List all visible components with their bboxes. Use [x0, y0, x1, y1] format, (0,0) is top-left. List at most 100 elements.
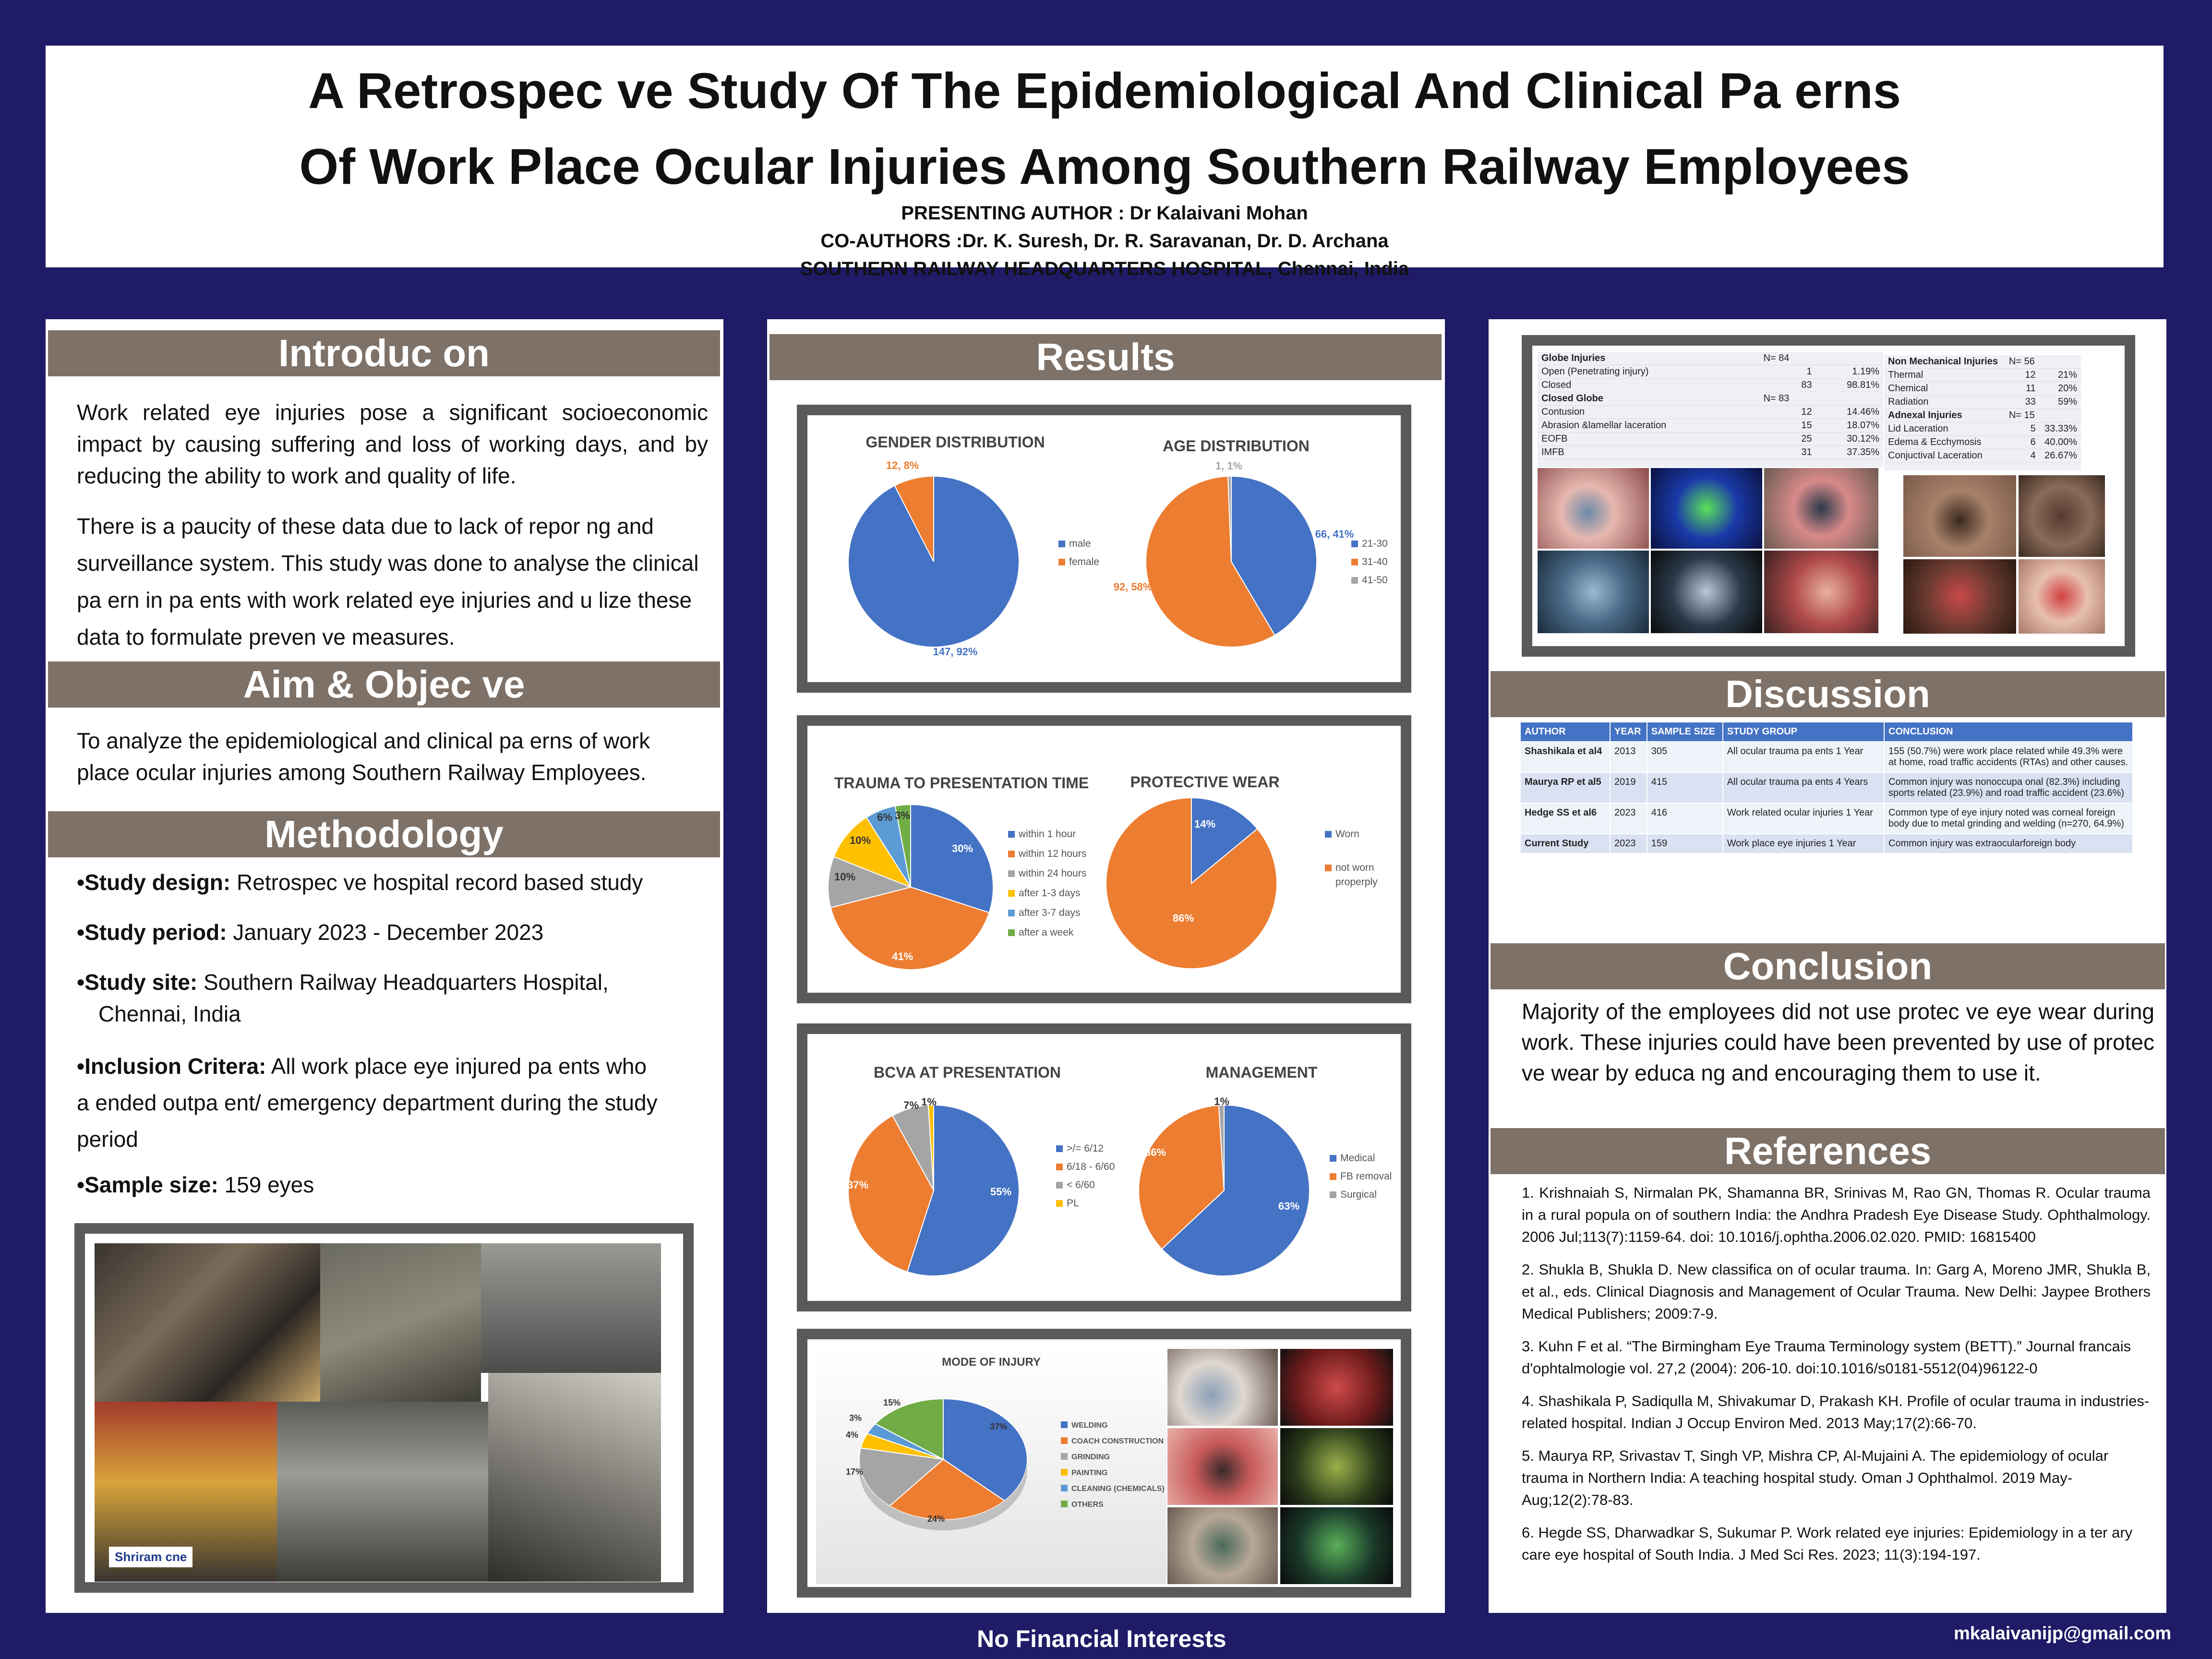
injury-table-row: Contusion 12 14.46% [1538, 405, 1883, 419]
injury-photo-7 [1903, 475, 2016, 557]
legend-label: 31-40 [1362, 556, 1388, 567]
legend-swatch [1330, 1173, 1336, 1180]
discussion-col-header: CONCLUSION [1884, 721, 2133, 742]
injury-table-cell: 30.12% [1815, 432, 1883, 446]
chart-title: MODE OF INJURY [942, 1356, 1041, 1369]
injury-table-cell [2039, 409, 2081, 422]
injury-table-row: Adnexal Injuries N= 15 [1884, 409, 2081, 422]
pie-data-label: 14% [1194, 818, 1215, 830]
pie-slice [894, 804, 911, 888]
pie-data-label: 86% [1173, 912, 1194, 924]
pie-slice [830, 886, 990, 971]
injury-table-row: Edema & Ecchymosis 6 40.00% [1884, 435, 2081, 449]
injury-table-row: Globe Injuries N= 84 [1538, 352, 1883, 365]
pie-slice [848, 1115, 935, 1273]
eye-photo-5 [1167, 1507, 1278, 1584]
legend-label: >/= 6/12 [1067, 1143, 1104, 1154]
legend-label: PL [1067, 1198, 1079, 1209]
injury-table-cell: Adnexal Injuries [1884, 409, 2005, 422]
intro-paragraph-1: Work related eye injuries pose a signifi… [77, 400, 708, 488]
legend-label: FB removal [1340, 1171, 1392, 1182]
injury-table-cell: 6 [2005, 435, 2040, 449]
pie-slice [910, 804, 994, 914]
injury-table-cell: N= 84 [1759, 352, 1816, 365]
injury-table-cell: Globe Injuries [1538, 352, 1760, 365]
method-item-inclusion: •Inclusion Critera: All work place eye i… [77, 1054, 658, 1152]
aim-heading: Aim & Objec ve [48, 661, 720, 708]
table-row: Hedge SS et al6 2023 416 Work related ocula… [1520, 803, 2133, 834]
nonmech-table: Non Mechanical Injuries N= 56 Thermal 12 21%… [1884, 355, 2081, 463]
table-cell: Shashikala et al4 [1520, 741, 1611, 773]
table-cell: 155 (50.7%) were work place related whil… [1884, 741, 2133, 773]
table-row: Current Study 2023 159 Work place eye injur… [1520, 833, 2133, 854]
injury-table-row: EOFB 25 30.12% [1538, 432, 1883, 446]
injury-table-cell: Closed Globe [1538, 392, 1760, 406]
legend-swatch [1061, 1501, 1068, 1507]
discussion-table-wrap: AUTHOR YEAR SAMPLE SIZE STUDY GROUP CONCLUSI… [1520, 721, 2133, 854]
pie-data-label: 37% [990, 1422, 1007, 1431]
chart-title: BCVA AT PRESENTATION [874, 1064, 1061, 1081]
injury-table-cell: N= 83 [1759, 392, 1816, 406]
legend-label: OTHERS [1071, 1501, 1104, 1509]
injury-table-row: Closed Globe N= 83 [1538, 392, 1883, 406]
discussion-table: AUTHOR YEAR SAMPLE SIZE STUDY GROUP CONCLUSI… [1520, 721, 2133, 854]
poster-title-line2: Of Work Place Ocular Injuries Among Sout… [299, 139, 1910, 195]
pie-data-label: 55% [990, 1186, 1011, 1198]
injury-photo-10 [2019, 559, 2105, 634]
pie-slice [1106, 797, 1277, 969]
pie-data-label: 37% [847, 1179, 868, 1191]
pie-data-label: 1, 1% [1215, 460, 1242, 472]
table-cell: 2013 [1610, 741, 1647, 773]
pie-slice [1227, 475, 1232, 562]
injury-table-row: IMFB 31 37.35% [1538, 445, 1883, 459]
coach-logo: Shriram cne [109, 1547, 193, 1567]
poster-header: A Retrospec ve Study Of The Epidemiologi… [46, 46, 2164, 279]
pie-data-label: 12, 8% [886, 459, 919, 471]
discussion-heading: Discussion [1491, 671, 2165, 717]
injury-table-row: Closed 83 98.81% [1538, 378, 1883, 392]
injury-photo-9 [1903, 559, 2016, 634]
chart-title: PROTECTIVE WEAR [1130, 773, 1279, 791]
discussion-col-header: AUTHOR [1520, 721, 1611, 742]
method-item-period: •Study period: January 2023 - December 2… [77, 920, 544, 945]
legend-label: properply [1335, 877, 1378, 888]
legend-label: Worn [1335, 829, 1359, 840]
pie-slice [889, 1458, 1006, 1520]
methodology-heading: Methodology [48, 811, 720, 857]
legend-swatch [1056, 1182, 1063, 1189]
discussion-col-header: STUDY GROUP [1722, 721, 1885, 742]
pie-data-label: 147, 92% [933, 646, 978, 658]
injury-table-cell: Lid Laceration [1884, 422, 2005, 436]
table-cell: Current Study [1520, 833, 1611, 854]
method-item-sample: •Sample size: 159 eyes [77, 1172, 314, 1197]
pie-data-label: 3% [849, 1413, 862, 1423]
injury-table-cell: EOFB [1538, 432, 1760, 446]
presenting-author: PRESENTING AUTHOR : Dr Kalaivani Mohan [901, 203, 1308, 224]
legend-swatch [1008, 890, 1015, 897]
table-cell: Common injury was extraocularforeign bod… [1884, 833, 2133, 854]
photo-welding [95, 1243, 320, 1402]
pie-data-label: 10% [850, 834, 871, 846]
injury-table-cell: 4 [2005, 449, 2040, 463]
table-cell: 416 [1646, 803, 1723, 834]
table-cell: Common injury was nonoccupa onal (82.3%)… [1884, 772, 2133, 804]
contact-email[interactable]: mkalaivanijp@gmail.com [1954, 1623, 2172, 1644]
legend-label: within 24 hours [1018, 868, 1086, 879]
injury-table-row: Lid Laceration 5 33.33% [1884, 422, 2081, 436]
conclusion-heading: Conclusion [1491, 943, 2165, 989]
pie-data-label: 7% [903, 1099, 919, 1111]
table-cell: 2023 [1610, 803, 1647, 834]
table-cell: Work related ocular injuries 1 Year [1722, 803, 1885, 834]
injury-table-cell: 12 [1759, 405, 1816, 419]
injury-table-cell: 1 [1759, 365, 1816, 379]
pie-slice [906, 1104, 1020, 1276]
legend-label: 21-30 [1362, 538, 1388, 549]
eye-photo-grid [1167, 1349, 1393, 1584]
injury-table-cell: 5 [2005, 422, 2040, 436]
legend-label: within 1 hour [1018, 829, 1076, 840]
legend-swatch [1325, 865, 1332, 871]
injury-photo-2 [1651, 468, 1762, 549]
injury-photo-grid-right [1903, 475, 2105, 634]
pie-data-label: 36% [1145, 1146, 1166, 1158]
